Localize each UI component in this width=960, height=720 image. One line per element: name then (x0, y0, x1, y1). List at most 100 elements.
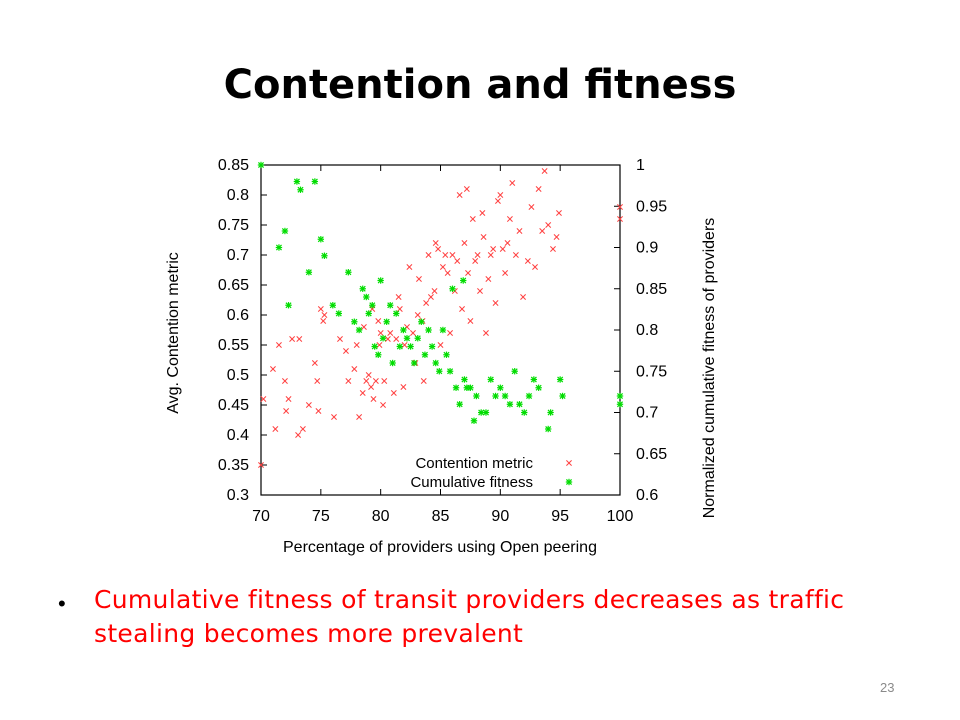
contention-point (532, 264, 538, 270)
y-axis-left-label: Avg. Contention metric (165, 252, 182, 414)
x-tick-label: 75 (312, 508, 330, 525)
fitness-point (371, 343, 378, 350)
fitness-point (297, 186, 304, 193)
contention-point (474, 252, 481, 258)
contention-point (444, 270, 451, 276)
legend-marker-fitness (565, 478, 573, 486)
contention-point (384, 336, 391, 342)
contention-point (447, 330, 454, 336)
y-tick-label: 0.65 (218, 277, 249, 294)
fitness-point (285, 302, 292, 309)
contention-point (281, 378, 288, 384)
contention-point (499, 246, 506, 252)
contention-point (390, 390, 397, 396)
contention-point (487, 252, 494, 258)
contention-point (351, 366, 358, 372)
fitness-point (460, 277, 467, 284)
series-cumulative-fitness (257, 161, 624, 433)
bullet-text: Cumulative fitness of transit providers … (94, 585, 845, 648)
y-tick-label: 0.4 (227, 427, 249, 444)
contention-point (550, 246, 556, 252)
contention-point (467, 318, 474, 324)
y-tick-label: 0.7 (227, 247, 249, 264)
fitness-point (492, 392, 499, 400)
fitness-point (616, 401, 624, 408)
contention-point (553, 234, 560, 240)
legend-marker-contention (566, 460, 572, 466)
contention-point (370, 396, 377, 402)
x-tick-label: 80 (372, 508, 390, 525)
fitness-point (383, 318, 390, 325)
fitness-point (482, 409, 490, 416)
fitness-point (470, 417, 478, 424)
contention-point (617, 204, 623, 210)
contention-point (343, 348, 349, 354)
legend-label-contention: Contention metric (415, 455, 533, 472)
fitness-point (407, 343, 414, 350)
contention-point (372, 378, 379, 384)
y2-tick-label: 0.95 (636, 198, 667, 215)
x-axis-ticks: 70 75 80 85 90 95 100 (252, 165, 633, 525)
bullet-marker: • (58, 591, 66, 616)
y2-tick-label: 0.8 (636, 322, 658, 339)
fitness-point (293, 178, 301, 185)
contention-point (272, 426, 279, 432)
fitness-point (311, 178, 319, 185)
contention-point (472, 258, 479, 264)
contention-point (502, 270, 509, 276)
fitness-point (511, 368, 518, 375)
y2-tick-label: 1 (636, 157, 645, 174)
y-tick-label: 0.35 (218, 457, 249, 474)
fitness-point (351, 318, 358, 325)
contention-point (296, 336, 303, 342)
fitness-point (535, 384, 542, 391)
contention-point (377, 330, 384, 336)
x-axis-label: Percentage of providers using Open peeri… (283, 539, 597, 556)
fitness-point (379, 335, 387, 342)
contention-point (380, 402, 387, 408)
contention-point (387, 330, 394, 336)
contention-point (497, 192, 504, 198)
contention-point (381, 378, 388, 384)
contention-point (258, 462, 264, 468)
fitness-point (403, 335, 411, 342)
contention-point (459, 306, 465, 312)
contention-point (494, 198, 501, 204)
contention-point (516, 228, 523, 234)
contention-point (435, 246, 442, 252)
fitness-point (428, 343, 436, 350)
legend-marker-x (566, 460, 572, 466)
contention-point (331, 414, 337, 420)
y2-tick-label: 0.6 (636, 487, 658, 504)
fitness-point (418, 318, 425, 325)
contention-point (285, 396, 292, 402)
fitness-point (456, 401, 463, 408)
contention-point (492, 300, 499, 306)
contention-point (425, 252, 432, 258)
fitness-point (436, 368, 443, 375)
y-tick-label: 0.6 (227, 307, 249, 324)
contention-point (289, 336, 296, 342)
contention-point (506, 216, 513, 222)
contention-point (479, 210, 486, 216)
contention-point (442, 252, 449, 258)
fitness-point (275, 244, 283, 251)
contention-point (400, 384, 407, 390)
y-tick-label: 0.8 (227, 187, 249, 204)
contention-point (414, 312, 421, 318)
fitness-point (559, 392, 566, 400)
contention-point (353, 342, 360, 348)
contention-point (427, 294, 434, 300)
contention-point (520, 294, 527, 300)
contention-point (454, 258, 461, 264)
contention-point (270, 366, 276, 372)
fitness-point (396, 343, 404, 350)
fitness-point (345, 269, 352, 276)
contention-point (617, 216, 623, 222)
fitness-point (329, 302, 336, 309)
fitness-point (359, 285, 366, 292)
fitness-point (506, 401, 514, 408)
y-tick-label: 0.55 (218, 337, 249, 354)
contention-point (477, 288, 483, 294)
contention-point (431, 288, 438, 294)
